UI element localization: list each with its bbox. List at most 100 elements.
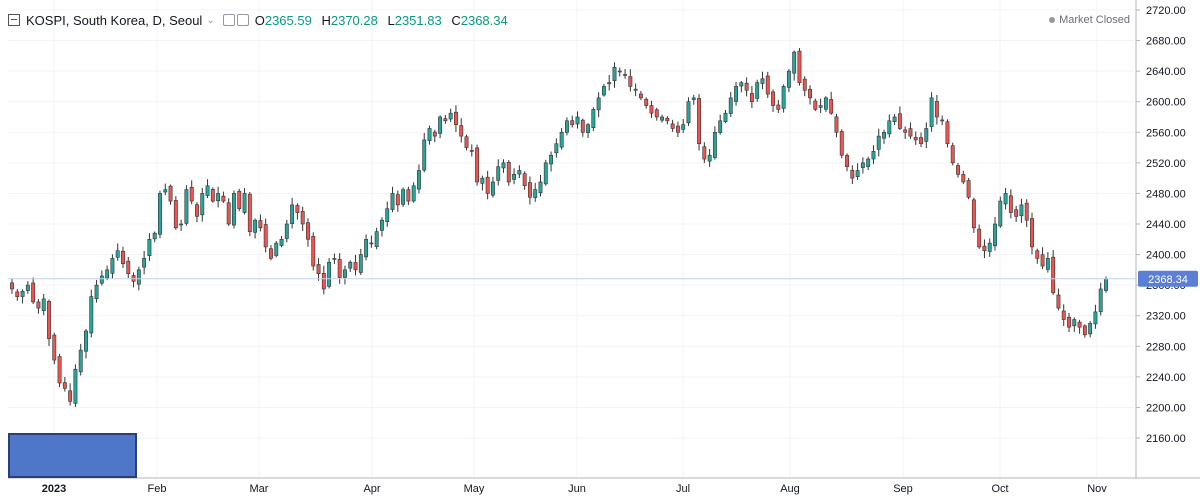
candle-body — [348, 261, 353, 269]
candle-body — [961, 174, 966, 183]
candlestick-series — [10, 48, 1108, 407]
collapse-icon[interactable] — [8, 14, 20, 26]
candle-body — [216, 193, 221, 202]
candle-body — [601, 86, 606, 96]
candle — [564, 117, 569, 136]
candle — [274, 241, 279, 258]
candle-body — [448, 112, 453, 120]
candle-body — [644, 98, 649, 106]
candle — [84, 328, 88, 359]
symbol-title[interactable]: KOSPI, South Korea, D, Seoul — [26, 12, 203, 28]
candle — [1088, 321, 1093, 338]
candle-body — [823, 97, 828, 110]
candle — [475, 144, 480, 186]
candle — [781, 84, 786, 113]
candle-body — [395, 194, 400, 206]
candle — [934, 95, 939, 125]
candle-body — [147, 238, 152, 256]
candle — [612, 62, 617, 88]
candle-body — [728, 97, 733, 114]
candle — [89, 289, 94, 338]
candle-body — [1045, 258, 1050, 270]
candle-body — [306, 222, 310, 240]
candle-body — [506, 162, 511, 183]
candle-body — [490, 181, 495, 196]
candle — [459, 118, 464, 143]
candle — [1067, 312, 1071, 332]
candle — [945, 119, 950, 148]
candle — [876, 128, 881, 157]
candle — [168, 184, 173, 205]
candle-body — [1072, 319, 1077, 327]
candle-body — [485, 176, 490, 194]
candle-body — [195, 204, 199, 217]
candle — [591, 107, 596, 132]
candle-body — [765, 75, 770, 95]
candle — [1093, 304, 1098, 329]
visibility-icons[interactable] — [222, 14, 249, 26]
candle-body — [232, 193, 236, 226]
candle — [670, 119, 675, 132]
candle — [644, 97, 649, 109]
candle-body — [78, 349, 83, 373]
candle — [443, 115, 448, 124]
candle-body — [406, 189, 411, 202]
candle — [406, 186, 411, 206]
candle — [269, 244, 273, 261]
candle — [321, 265, 326, 295]
candle-body — [401, 189, 406, 205]
y-tick-label: 2680.00 — [1146, 36, 1186, 48]
candle — [380, 217, 384, 237]
candle-body — [649, 105, 654, 114]
chevron-down-icon[interactable]: ⌄ — [206, 14, 215, 26]
x-tick-label: May — [464, 483, 485, 495]
candle — [871, 145, 876, 165]
market-status-text: Market Closed — [1059, 14, 1130, 26]
candle — [94, 279, 99, 303]
candle — [226, 198, 231, 226]
candle — [882, 129, 886, 144]
candle — [760, 71, 765, 90]
candle — [998, 196, 1003, 228]
candle — [496, 159, 501, 186]
candle-body — [1077, 321, 1082, 328]
candle-body — [681, 124, 686, 130]
candle-body — [908, 128, 913, 137]
candle-body — [913, 136, 918, 141]
candle — [956, 162, 960, 178]
candle — [977, 224, 982, 249]
candle — [707, 148, 712, 167]
candle — [839, 129, 844, 159]
candle-body — [242, 193, 247, 213]
candle-body — [422, 139, 427, 171]
x-tick-label: Aug — [780, 483, 800, 495]
candle — [776, 99, 781, 113]
candle — [395, 190, 400, 212]
candle — [718, 114, 723, 135]
candle-body — [480, 177, 485, 184]
candle-body — [417, 170, 421, 190]
candle-body — [982, 245, 987, 252]
candle-body — [1088, 323, 1093, 335]
candle-body — [158, 193, 162, 235]
candle — [401, 187, 406, 207]
candle-body — [237, 190, 242, 210]
candle-body — [1093, 311, 1098, 325]
candle-body — [380, 219, 384, 231]
candle — [887, 114, 892, 138]
candle — [739, 80, 744, 93]
candle-body — [607, 82, 612, 85]
candle-body — [512, 174, 517, 180]
settings-icon[interactable] — [236, 14, 249, 26]
candle-body — [580, 119, 585, 133]
eye-icon[interactable] — [222, 14, 235, 26]
candle — [216, 186, 221, 208]
candle-body — [1024, 202, 1029, 221]
candle-body — [136, 269, 141, 285]
candle — [110, 254, 115, 280]
candle — [364, 234, 369, 261]
candle-body — [142, 258, 147, 268]
candle-body — [253, 219, 258, 233]
candle-body — [924, 128, 929, 142]
